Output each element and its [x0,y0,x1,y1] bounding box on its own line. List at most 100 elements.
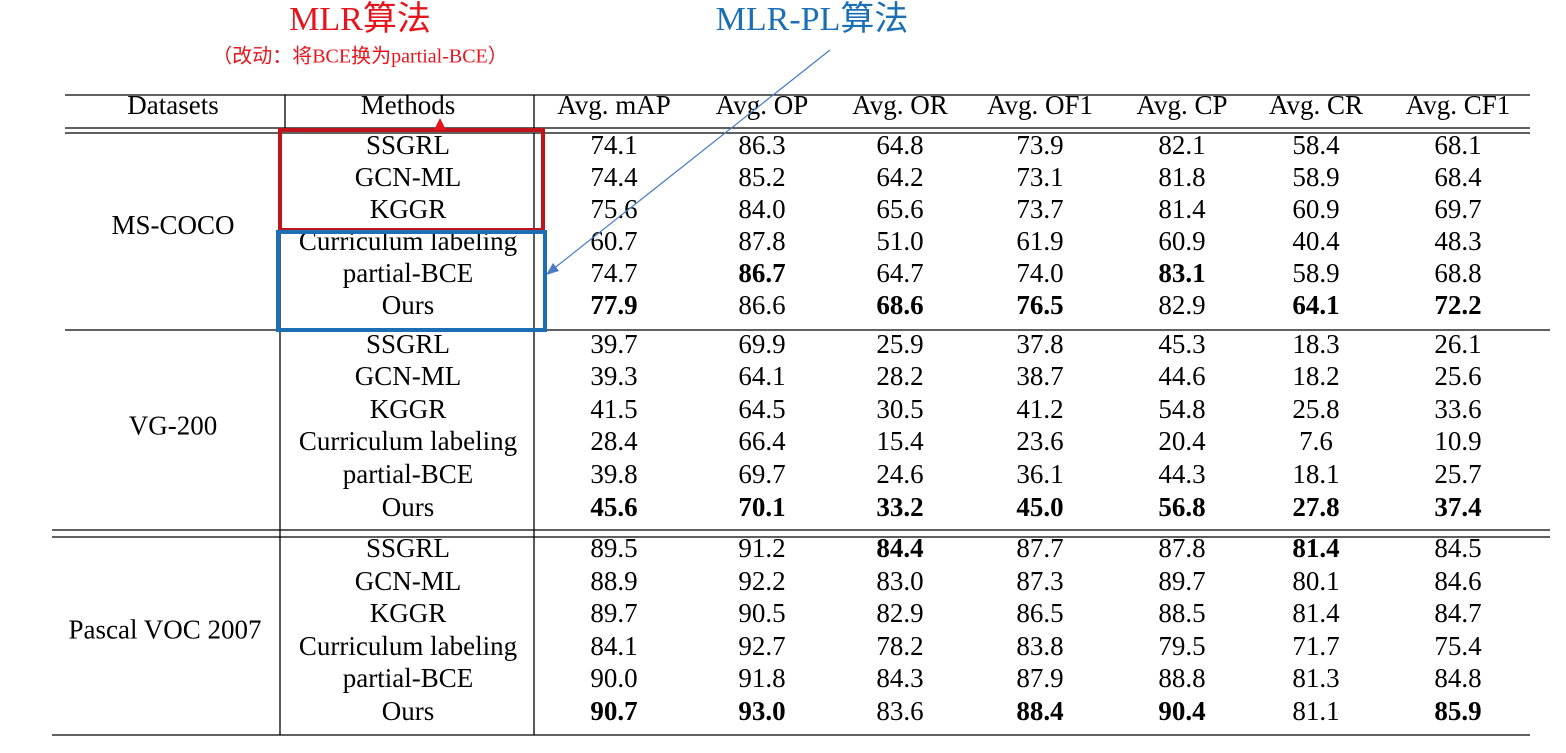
method-cell: GCN-ML [355,162,462,192]
value-cell: 83.1 [1158,258,1205,288]
value-cell: 76.5 [1016,290,1063,320]
value-cell: 40.4 [1292,226,1340,256]
value-cell: 93.0 [738,696,785,726]
value-cell: 81.3 [1292,663,1339,693]
mlr-title: MLR算法 [289,0,431,38]
value-cell: 84.0 [738,194,785,224]
value-cell: 84.3 [876,663,923,693]
value-cell: 69.7 [738,459,785,489]
method-cell: KGGR [370,194,447,224]
value-cell: 64.8 [876,130,923,160]
value-cell: 41.2 [1016,394,1063,424]
value-cell: 81.1 [1292,696,1339,726]
value-cell: 75.6 [590,194,637,224]
value-cell: 88.9 [590,566,637,596]
value-cell: 92.2 [738,566,785,596]
value-cell: 15.4 [876,426,924,456]
value-cell: 88.4 [1016,696,1063,726]
value-cell: 54.8 [1158,394,1205,424]
value-cell: 60.7 [590,226,637,256]
column-header: Avg. CP [1136,90,1227,120]
value-cell: 86.3 [738,130,785,160]
value-cell: 91.2 [738,533,785,563]
value-cell: 33.6 [1434,394,1481,424]
value-cell: 90.7 [590,696,637,726]
column-header: Avg. mAP [557,90,671,120]
value-cell: 58.4 [1292,130,1340,160]
method-cell: KGGR [370,394,447,424]
column-header: Avg. OF1 [987,90,1093,120]
value-cell: 83.8 [1016,631,1063,661]
value-cell: 36.1 [1016,459,1063,489]
value-cell: 86.7 [738,258,785,288]
value-cell: 44.6 [1158,361,1205,391]
value-cell: 87.3 [1016,566,1063,596]
value-cell: 27.8 [1292,492,1339,522]
value-cell: 38.7 [1016,361,1063,391]
value-cell: 20.4 [1158,426,1206,456]
method-cell: Ours [382,290,435,320]
method-cell: SSGRL [366,130,450,160]
value-cell: 18.2 [1292,361,1339,391]
method-cell: GCN-ML [355,361,462,391]
value-cell: 89.7 [590,598,637,628]
value-cell: 77.9 [590,290,637,320]
value-cell: 24.6 [876,459,923,489]
value-cell: 66.4 [738,426,786,456]
column-header: Avg. CR [1269,90,1363,120]
value-cell: 25.8 [1292,394,1339,424]
value-cell: 74.0 [1016,258,1063,288]
column-header: Avg. OR [852,90,948,120]
method-cell: GCN-ML [355,566,462,596]
value-cell: 65.6 [876,194,923,224]
dataset-label: VG-200 [129,411,218,441]
value-cell: 60.9 [1292,194,1339,224]
value-cell: 41.5 [590,394,637,424]
value-cell: 75.4 [1434,631,1482,661]
value-cell: 68.4 [1434,162,1482,192]
value-cell: 30.5 [876,394,923,424]
value-cell: 69.9 [738,329,785,359]
value-cell: 70.1 [738,492,785,522]
value-cell: 72.2 [1434,290,1481,320]
value-cell: 73.7 [1016,194,1063,224]
value-cell: 48.3 [1434,226,1481,256]
value-cell: 79.5 [1158,631,1205,661]
value-cell: 60.9 [1158,226,1205,256]
mlr-pl-arrowhead [546,263,559,275]
value-cell: 88.5 [1158,598,1205,628]
value-cell: 74.7 [590,258,637,288]
value-cell: 39.3 [590,361,637,391]
method-cell: partial-BCE [343,663,473,693]
value-cell: 82.9 [1158,290,1205,320]
value-cell: 84.8 [1434,663,1481,693]
value-cell: 23.6 [1016,426,1063,456]
value-cell: 37.4 [1434,492,1481,522]
value-cell: 28.2 [876,361,923,391]
value-cell: 18.3 [1292,329,1339,359]
value-cell: 92.7 [738,631,785,661]
method-cell: Ours [382,492,435,522]
method-cell: SSGRL [366,533,450,563]
value-cell: 73.9 [1016,130,1063,160]
mlr-pl-box [276,230,547,332]
value-cell: 39.8 [590,459,637,489]
value-cell: 87.8 [738,226,785,256]
value-cell: 58.9 [1292,162,1339,192]
value-cell: 74.1 [590,130,637,160]
method-cell: partial-BCE [343,258,473,288]
method-cell: KGGR [370,598,447,628]
value-cell: 33.2 [876,492,923,522]
mlr-note: （改动：将BCE换为partial-BCE） [212,45,508,68]
mlr-arrow [434,118,446,130]
value-cell: 88.8 [1158,663,1205,693]
value-cell: 28.4 [590,426,638,456]
value-cell: 68.1 [1434,130,1481,160]
value-cell: 18.1 [1292,459,1339,489]
value-cell: 86.5 [1016,598,1063,628]
value-cell: 82.1 [1158,130,1205,160]
method-cell: Ours [382,696,435,726]
value-cell: 25.7 [1434,459,1481,489]
